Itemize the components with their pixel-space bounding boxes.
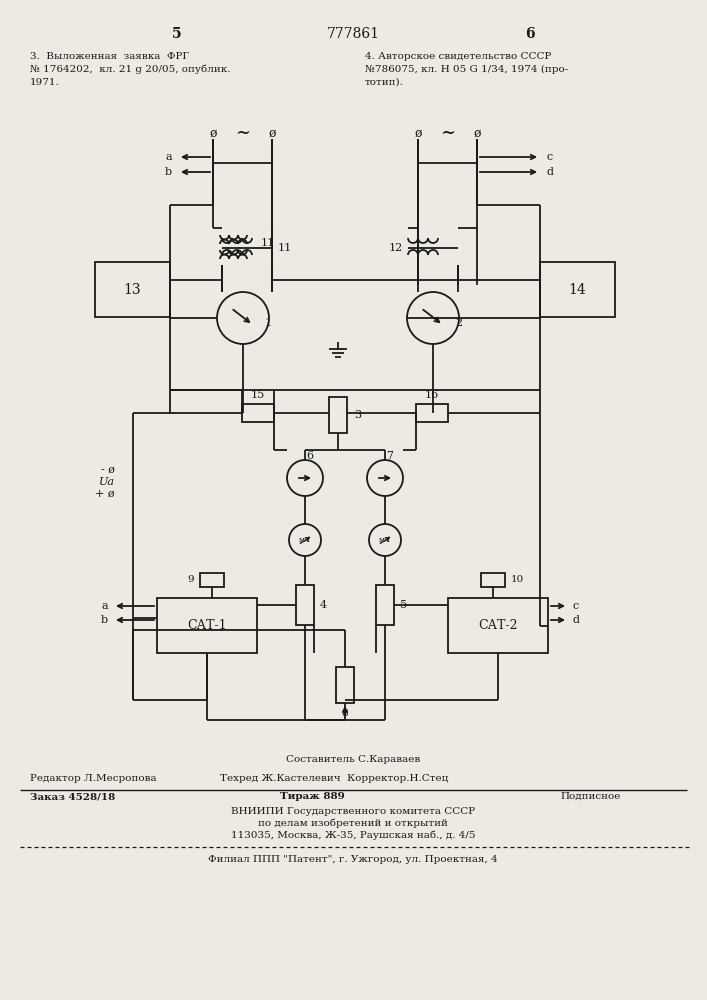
Text: № 1764202,  кл. 21 g 20/05, опублик.: № 1764202, кл. 21 g 20/05, опублик.	[30, 65, 230, 75]
Text: Составитель С.Караваев: Составитель С.Караваев	[286, 756, 420, 764]
Text: a: a	[101, 601, 108, 611]
Bar	[540, 262, 615, 317]
Text: Подписное: Подписное	[560, 792, 620, 801]
Bar	[481, 573, 505, 587]
Text: Uа: Uа	[99, 477, 115, 487]
Bar	[336, 667, 354, 703]
Text: + ø: + ø	[95, 489, 115, 499]
Bar	[242, 404, 274, 422]
Bar	[157, 598, 257, 653]
Text: №786075, кл. Н 05 G 1/34, 1974 (про-: №786075, кл. Н 05 G 1/34, 1974 (про-	[365, 65, 568, 74]
Text: Редактор Л.Месропова: Редактор Л.Месропова	[30, 774, 157, 783]
Text: по делам изобретений и открытий: по делам изобретений и открытий	[258, 819, 448, 828]
Text: Техред Ж.Кастелевич  Корректор.Н.Стец: Техред Ж.Кастелевич Корректор.Н.Стец	[220, 774, 448, 783]
Text: 11: 11	[278, 243, 292, 253]
Text: 15: 15	[251, 390, 265, 400]
Text: САТ-1: САТ-1	[187, 619, 227, 632]
Text: Заказ 4528/18: Заказ 4528/18	[30, 792, 115, 801]
Text: d: d	[547, 167, 554, 177]
Text: ВНИИПИ Государственного комитета СССР: ВНИИПИ Государственного комитета СССР	[231, 807, 475, 816]
Text: 7: 7	[387, 451, 394, 461]
Text: c: c	[573, 601, 579, 611]
Text: 3.  Выложенная  заявка  ФРГ: 3. Выложенная заявка ФРГ	[30, 52, 189, 61]
Text: 5: 5	[173, 27, 182, 41]
Text: ø: ø	[268, 126, 276, 139]
Text: Тираж 889: Тираж 889	[280, 792, 345, 801]
Text: 2: 2	[455, 318, 462, 328]
Text: b: b	[101, 615, 108, 625]
Bar	[200, 573, 224, 587]
Text: 8: 8	[341, 708, 349, 718]
Text: 5: 5	[400, 600, 407, 610]
Text: 777861: 777861	[327, 27, 380, 41]
Text: 1971.: 1971.	[30, 78, 60, 87]
Text: ~: ~	[440, 124, 455, 142]
Text: b: b	[165, 167, 172, 177]
Text: 113035, Москва, Ж-35, Раушская наб., д. 4/5: 113035, Москва, Ж-35, Раушская наб., д. …	[230, 831, 475, 840]
Text: 10: 10	[511, 576, 525, 584]
Text: 1: 1	[265, 318, 272, 328]
Text: 14: 14	[568, 282, 586, 296]
Text: 6: 6	[525, 27, 534, 41]
Text: 16: 16	[425, 390, 439, 400]
Text: Филиал ППП "Патент", г. Ужгород, ул. Проектная, 4: Филиал ППП "Патент", г. Ужгород, ул. Про…	[208, 855, 498, 864]
Text: ø: ø	[473, 126, 481, 139]
Text: 3: 3	[354, 410, 361, 420]
Bar	[448, 598, 548, 653]
Text: - ø: - ø	[101, 465, 115, 475]
Text: d: d	[573, 615, 580, 625]
Text: мА: мА	[379, 536, 391, 544]
Text: 4. Авторское свидетельство СССР: 4. Авторское свидетельство СССР	[365, 52, 551, 61]
Text: c: c	[547, 152, 554, 162]
Text: САТ-2: САТ-2	[478, 619, 518, 632]
Text: 12: 12	[389, 243, 403, 253]
Text: 11: 11	[261, 238, 275, 248]
Bar	[376, 585, 394, 625]
Text: 13: 13	[124, 282, 141, 296]
Text: 9: 9	[187, 576, 194, 584]
Text: ø: ø	[414, 126, 422, 139]
Text: a: a	[165, 152, 172, 162]
Bar	[95, 262, 170, 317]
Text: тотип).: тотип).	[365, 78, 404, 87]
Text: ~: ~	[235, 124, 250, 142]
Text: 4: 4	[320, 600, 327, 610]
Bar	[329, 397, 347, 433]
Text: мА: мА	[299, 536, 311, 544]
Text: 6: 6	[306, 451, 314, 461]
Text: ø: ø	[209, 126, 217, 139]
Bar	[416, 404, 448, 422]
Bar	[296, 585, 314, 625]
